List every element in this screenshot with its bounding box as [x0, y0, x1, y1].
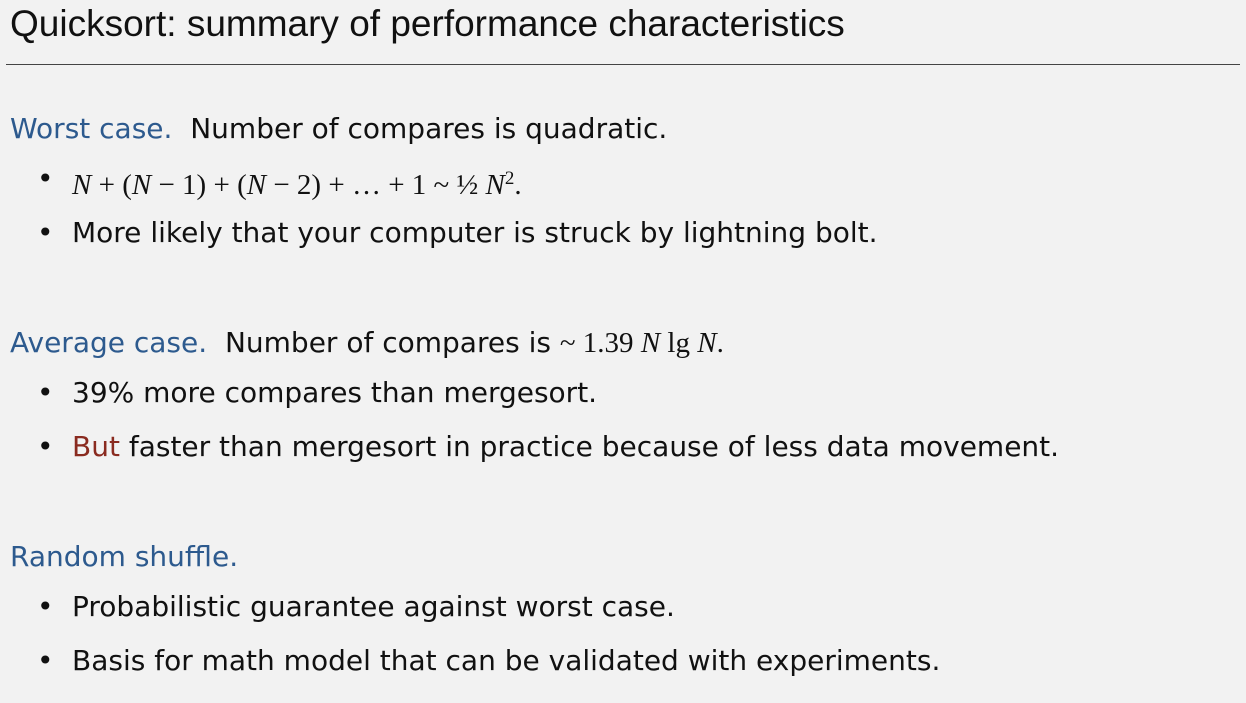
section-worst-case: Worst case. Number of compares is quadra…	[10, 106, 1240, 260]
heading-math: ~ 1.39 N lg N.	[559, 327, 724, 359]
list-item: • 39% more compares than mergesort.	[10, 366, 1240, 420]
list-item: • Probabilistic guarantee against worst …	[10, 580, 1240, 634]
slide-title: Quicksort: summary of performance charac…	[10, 3, 845, 44]
section-heading: Average case. Number of compares is ~ 1.…	[10, 320, 1240, 366]
list-item: • Basis for math model that can be valid…	[10, 634, 1240, 688]
bullet-text: faster than mergesort in practice becaus…	[119, 430, 1060, 463]
bullet-text: Basis for math model that can be validat…	[72, 644, 941, 677]
title-divider	[6, 64, 1240, 65]
list-item: • But faster than mergesort in practice …	[10, 420, 1240, 474]
bullet-list: • 39% more compares than mergesort. • Bu…	[10, 366, 1240, 474]
math-expression: N + (N − 1) + (N − 2) + … + 1 ~ ½ N2.	[72, 168, 522, 201]
bullet-text: More likely that your computer is struck…	[72, 216, 878, 249]
section-random-shuffle: Random shuffle. • Probabilistic guarante…	[10, 534, 1240, 688]
bullet-dot: •	[37, 376, 54, 409]
section-heading: Worst case. Number of compares is quadra…	[10, 106, 1240, 152]
bullet-text: Probabilistic guarantee against worst ca…	[72, 590, 675, 623]
heading-text: Number of compares is	[224, 326, 551, 359]
bullet-list: • Probabilistic guarantee against worst …	[10, 580, 1240, 688]
heading-keyword: Worst case.	[10, 112, 173, 145]
heading-keyword: Average case.	[10, 326, 208, 359]
bullet-dot: •	[37, 590, 54, 623]
list-item: • N + (N − 1) + (N − 2) + … + 1 ~ ½ N2.	[10, 152, 1240, 206]
bullet-dot: •	[37, 162, 54, 195]
heading-keyword: Random shuffle.	[10, 540, 239, 573]
bullet-dot: •	[37, 430, 54, 463]
bullet-list: • N + (N − 1) + (N − 2) + … + 1 ~ ½ N2. …	[10, 152, 1240, 260]
heading-text: Number of compares is quadratic.	[190, 112, 668, 145]
list-item: • More likely that your computer is stru…	[10, 206, 1240, 260]
emphasis-word: But	[72, 430, 120, 463]
bullet-dot: •	[37, 216, 54, 249]
section-average-case: Average case. Number of compares is ~ 1.…	[10, 320, 1240, 474]
section-heading: Random shuffle.	[10, 534, 1240, 580]
bullet-dot: •	[37, 644, 54, 677]
bullet-text: 39% more compares than mergesort.	[72, 376, 598, 409]
